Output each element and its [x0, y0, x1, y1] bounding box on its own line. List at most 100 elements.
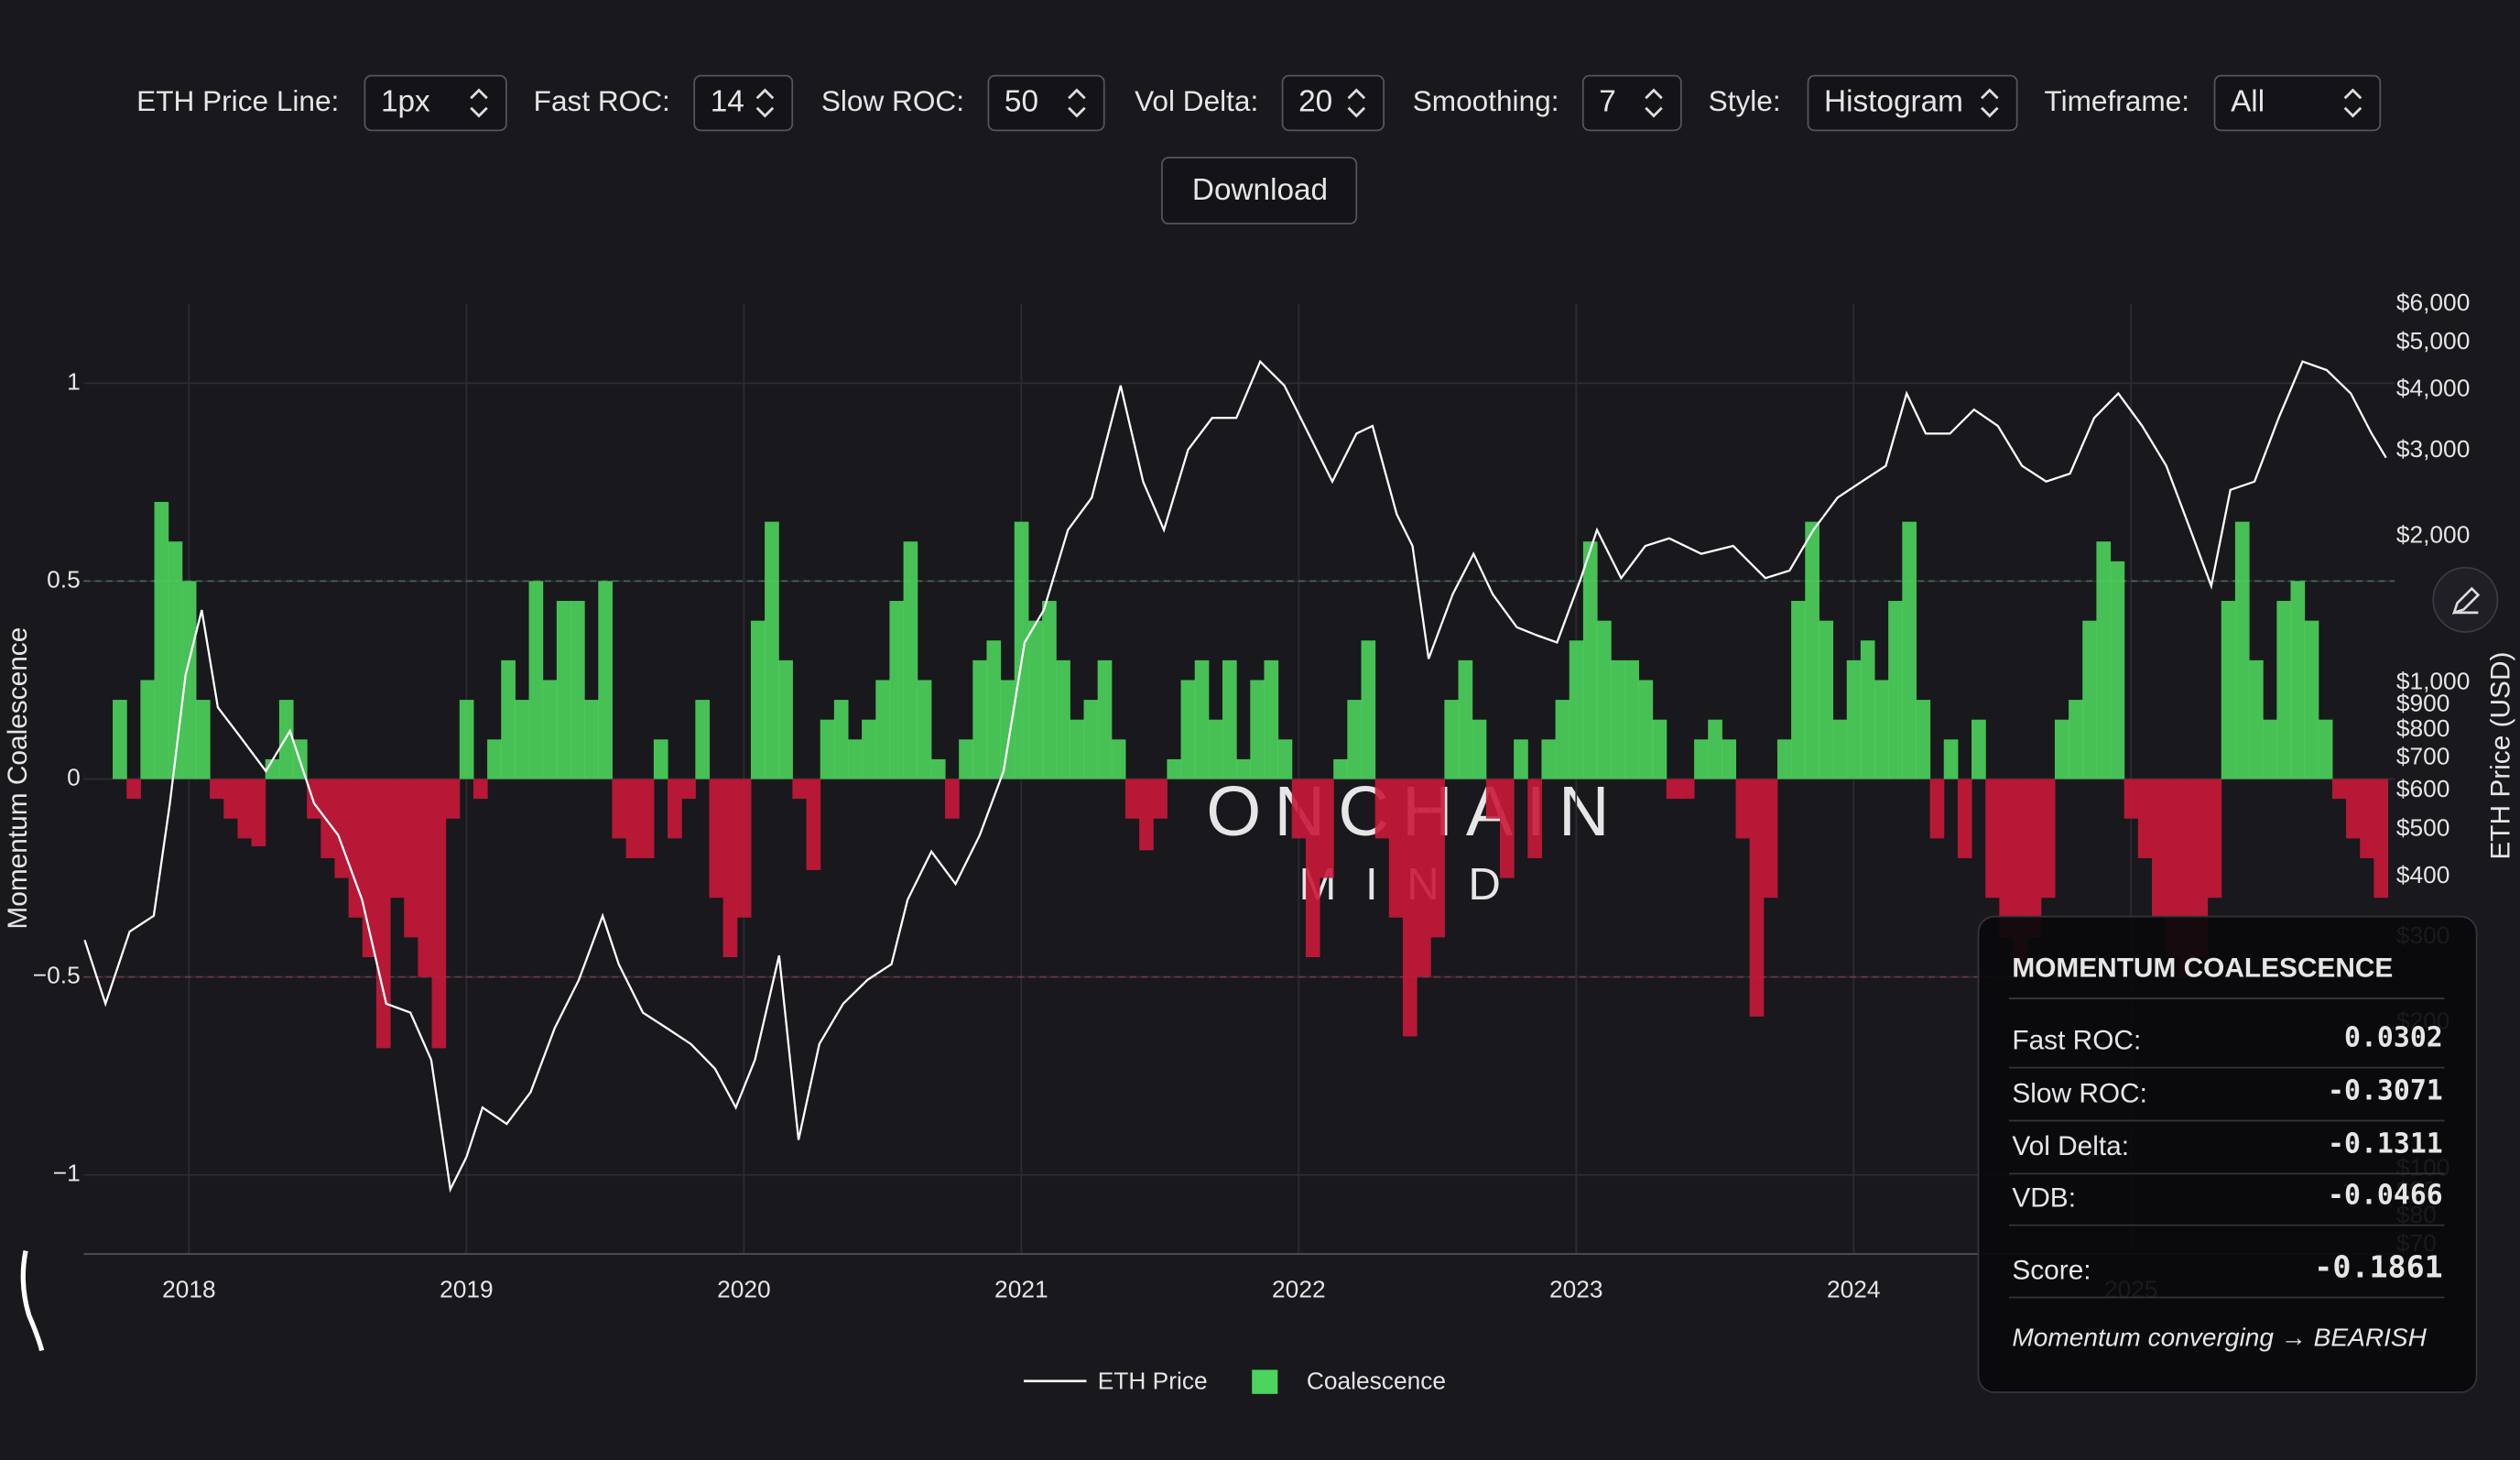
chevron[interactable] [470, 88, 488, 118]
select[interactable]: Histogram [1807, 74, 2018, 132]
chevron[interactable] [1981, 88, 1999, 118]
select-box[interactable] [1281, 74, 1385, 132]
bar [1860, 640, 1875, 779]
edit-circle[interactable] [2432, 566, 2499, 633]
download-button[interactable]: Download [1161, 157, 1358, 225]
bar [2234, 521, 2250, 779]
select[interactable]: All [2213, 74, 2382, 132]
chevron[interactable] [1347, 88, 1366, 118]
bar [1485, 779, 1501, 819]
select-box[interactable] [1807, 74, 2018, 132]
x-tick-label: 2024 [1827, 1275, 1881, 1302]
bar [917, 680, 932, 779]
y2-tick-label: $400 [2396, 861, 2450, 888]
y2-tick-label: $5,000 [2396, 327, 2470, 354]
select-box[interactable] [2213, 74, 2382, 132]
y2-axis-title: ETH Price (USD) [2486, 652, 2516, 860]
bar [945, 779, 960, 819]
control-label: Timeframe: [2044, 84, 2189, 117]
y2-tick-label: $500 [2396, 813, 2450, 841]
select-box[interactable] [364, 74, 507, 132]
y-axis-title: Momentum Coalescence [3, 627, 33, 930]
bar [487, 739, 502, 779]
y2-tick-label: $4,000 [2396, 374, 2470, 401]
select[interactable]: 20 [1281, 74, 1385, 132]
bar [181, 581, 197, 779]
bar [1638, 680, 1654, 779]
bar [1791, 601, 1806, 779]
bar [1347, 700, 1363, 779]
select-value[interactable]: Histogram [1824, 84, 1963, 118]
bar [1888, 601, 1903, 779]
x-tick-label: 2019 [440, 1275, 494, 1302]
x-tick-label: 2022 [1272, 1275, 1326, 1302]
bar [2290, 581, 2306, 779]
bar [1417, 779, 1431, 977]
bar [765, 521, 779, 779]
panel-label: Vol Delta: [2012, 1131, 2129, 1161]
panel-title: MOMENTUM COALESCENCE [2012, 953, 2393, 983]
control-label: Smoothing: [1413, 84, 1559, 117]
y2-tick-label: $800 [2396, 714, 2450, 742]
select[interactable]: 14 [693, 74, 794, 132]
panel-label: Slow ROC: [2012, 1078, 2147, 1108]
bar [1832, 719, 1848, 779]
pencil-icon[interactable] [2451, 586, 2481, 615]
bar [986, 640, 1002, 779]
y-tick-label: −1 [53, 1160, 81, 1187]
bar [472, 779, 488, 800]
chevron[interactable] [1645, 88, 1663, 118]
chevron[interactable] [2343, 88, 2362, 118]
button-label[interactable]: Download [1192, 173, 1328, 207]
select-value[interactable]: 14 [711, 84, 744, 118]
bar [2082, 620, 2097, 779]
bar [2193, 779, 2209, 958]
y2-tick-label: $900 [2396, 690, 2450, 717]
select-value[interactable]: 1px [381, 84, 430, 118]
bar [1846, 659, 1862, 779]
bar [1097, 659, 1113, 779]
bar [598, 581, 613, 779]
bar [681, 779, 696, 800]
bar [1805, 521, 1819, 779]
select-box[interactable] [693, 74, 794, 132]
bar [1929, 779, 1945, 839]
select[interactable]: 1px [364, 74, 507, 132]
select-value[interactable]: 50 [1005, 84, 1038, 118]
select-value[interactable]: 20 [1298, 84, 1332, 118]
legend-label: ETH Price [1098, 1367, 1208, 1395]
chevron[interactable] [1068, 88, 1086, 118]
bar [570, 601, 585, 779]
edit-button[interactable] [2432, 566, 2499, 633]
bar [2304, 620, 2319, 779]
y-tick-label: 0.5 [47, 565, 81, 593]
bar [1111, 739, 1126, 779]
bar [959, 739, 973, 779]
chevron[interactable] [755, 88, 775, 118]
control-label: ETH Price Line: [136, 84, 339, 117]
select[interactable]: 50 [987, 74, 1105, 132]
bar [1361, 640, 1376, 779]
bar [612, 779, 627, 839]
select[interactable]: 7 [1581, 74, 1682, 132]
y2-tick-label: $2,000 [2396, 520, 2470, 548]
info-panel: MOMENTUM COALESCENCE Fast ROC: 0.0302 Slow … [1977, 915, 2478, 1393]
select-box[interactable] [987, 74, 1105, 132]
bar [2318, 719, 2333, 779]
select-box[interactable] [1581, 74, 1682, 132]
bar [1624, 659, 1640, 779]
bar [168, 541, 183, 779]
panel-label: Fast ROC: [2012, 1025, 2141, 1055]
select-value[interactable]: 7 [1599, 84, 1616, 118]
bar [625, 779, 641, 858]
bar [1971, 719, 1986, 779]
bar [2040, 779, 2056, 899]
bar [1153, 779, 1168, 819]
bar [1763, 779, 1778, 899]
button-box[interactable] [1161, 157, 1358, 225]
select-value[interactable]: All [2231, 84, 2265, 118]
panel-box [1977, 915, 2478, 1393]
bar [2026, 779, 2042, 938]
